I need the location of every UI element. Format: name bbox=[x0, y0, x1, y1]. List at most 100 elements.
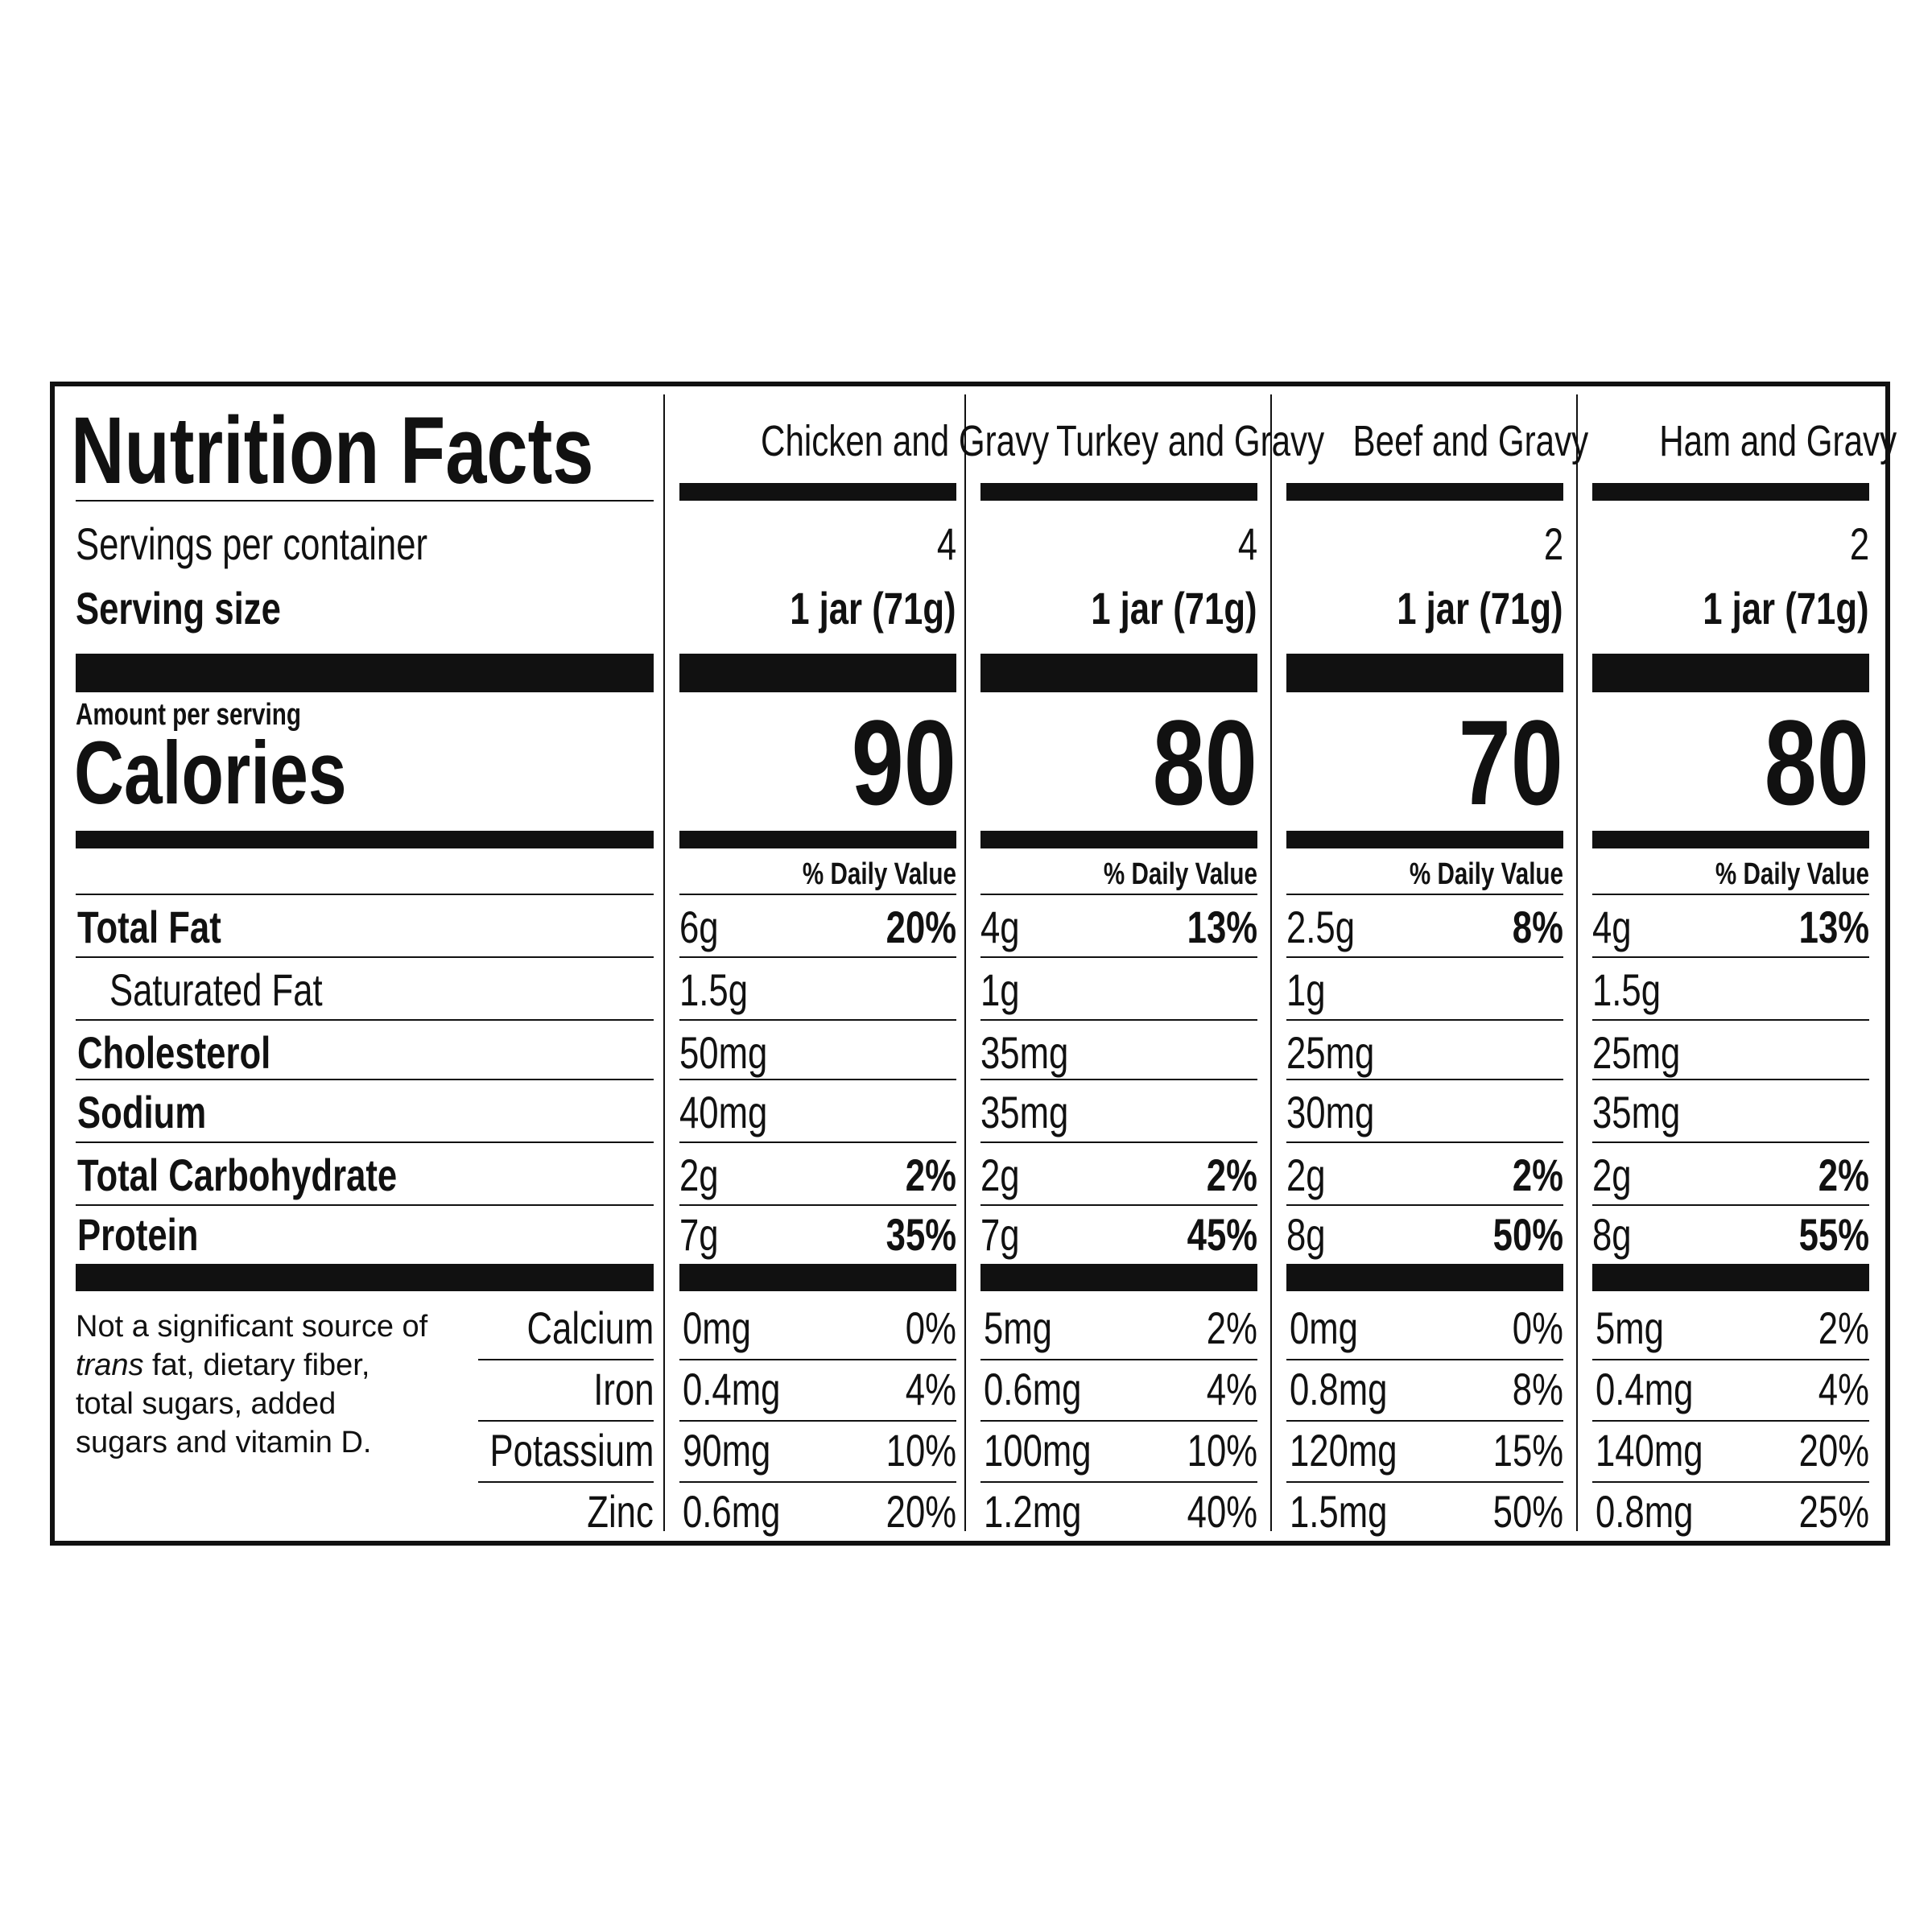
protein-daily-value: 50% bbox=[1492, 1209, 1563, 1260]
divider bbox=[1286, 894, 1563, 895]
serving-size-value: 1 jar (71g) bbox=[790, 583, 956, 634]
thick-bar bbox=[76, 654, 654, 692]
zinc-label: Zinc bbox=[587, 1486, 654, 1537]
total-carbohydrate-daily-value: 2% bbox=[1818, 1150, 1869, 1200]
calcium-daily-value: 0% bbox=[1512, 1302, 1563, 1353]
cholesterol-amount: 25mg bbox=[1286, 1027, 1375, 1078]
zinc-amount: 1.5mg bbox=[1290, 1486, 1388, 1537]
potassium-amount: 140mg bbox=[1596, 1425, 1703, 1476]
divider bbox=[76, 1204, 654, 1206]
divider bbox=[76, 1079, 654, 1080]
iron-amount: 0.4mg bbox=[1596, 1364, 1694, 1414]
sodium-label: Sodium bbox=[77, 1087, 207, 1137]
serving-size-value: 1 jar (71g) bbox=[1091, 583, 1257, 634]
thick-bar bbox=[76, 1264, 654, 1291]
saturated-fat-amount: 1.5g bbox=[679, 964, 749, 1015]
column-separator bbox=[1270, 394, 1272, 1531]
calcium-daily-value: 2% bbox=[1206, 1302, 1257, 1353]
potassium-daily-value: 20% bbox=[1798, 1425, 1869, 1476]
iron-label: Iron bbox=[592, 1364, 654, 1414]
column-separator bbox=[663, 394, 665, 1531]
divider bbox=[1286, 1019, 1563, 1021]
divider bbox=[1286, 1204, 1563, 1206]
total-fat-daily-value: 13% bbox=[1798, 902, 1869, 952]
divider bbox=[1592, 1481, 1869, 1483]
divider bbox=[679, 1019, 956, 1021]
divider bbox=[1592, 956, 1869, 958]
zinc-daily-value: 25% bbox=[1798, 1486, 1869, 1537]
serving-size-value: 1 jar (71g) bbox=[1703, 583, 1869, 634]
cholesterol-amount: 50mg bbox=[679, 1027, 768, 1078]
calcium-amount: 0mg bbox=[683, 1302, 751, 1353]
thick-bar bbox=[980, 654, 1257, 692]
calories-value: 90 bbox=[851, 695, 956, 830]
total-fat-label: Total Fat bbox=[77, 902, 221, 952]
divider bbox=[1286, 1420, 1563, 1422]
product-name: Beef and Gravy bbox=[1352, 417, 1589, 465]
iron-daily-value: 4% bbox=[1818, 1364, 1869, 1414]
total-fat-daily-value: 13% bbox=[1187, 902, 1257, 952]
divider bbox=[980, 1420, 1257, 1422]
divider bbox=[1286, 1481, 1563, 1483]
daily-value-header: % Daily Value bbox=[802, 857, 956, 891]
calories-value: 80 bbox=[1152, 695, 1257, 830]
saturated-fat-amount: 1g bbox=[1286, 964, 1326, 1015]
footnote-trans: trans bbox=[76, 1348, 144, 1382]
thick-bar bbox=[679, 654, 956, 692]
servings-label: Servings per container bbox=[76, 518, 428, 569]
total-carbohydrate-daily-value: 2% bbox=[1206, 1150, 1257, 1200]
total-carbohydrate-amount: 2g bbox=[1592, 1150, 1632, 1200]
column-separator bbox=[964, 394, 966, 1531]
divider bbox=[980, 1019, 1257, 1021]
total-fat-amount: 2.5g bbox=[1286, 902, 1356, 952]
thick-bar bbox=[980, 1264, 1257, 1291]
zinc-daily-value: 20% bbox=[886, 1486, 956, 1537]
divider bbox=[679, 1204, 956, 1206]
divider bbox=[478, 1359, 654, 1360]
iron-amount: 0.8mg bbox=[1290, 1364, 1388, 1414]
divider bbox=[980, 956, 1257, 958]
total-carbohydrate-daily-value: 2% bbox=[1512, 1150, 1563, 1200]
iron-amount: 0.4mg bbox=[683, 1364, 781, 1414]
footnote-line1: Not a significant source of bbox=[76, 1310, 428, 1344]
sodium-amount: 40mg bbox=[679, 1087, 768, 1137]
divider bbox=[76, 894, 654, 895]
divider bbox=[76, 1019, 654, 1021]
zinc-daily-value: 40% bbox=[1187, 1486, 1257, 1537]
divider bbox=[679, 1420, 956, 1422]
total-fat-daily-value: 20% bbox=[886, 902, 956, 952]
medium-bar bbox=[76, 831, 654, 848]
cholesterol-amount: 25mg bbox=[1592, 1027, 1681, 1078]
medium-bar bbox=[1286, 831, 1563, 848]
thick-bar bbox=[1286, 654, 1563, 692]
calcium-amount: 5mg bbox=[1596, 1302, 1664, 1353]
saturated-fat-label: Saturated Fat bbox=[109, 964, 323, 1015]
zinc-amount: 0.8mg bbox=[1596, 1486, 1694, 1537]
iron-amount: 0.6mg bbox=[984, 1364, 1082, 1414]
sodium-amount: 30mg bbox=[1286, 1087, 1375, 1137]
medium-bar bbox=[679, 483, 956, 501]
divider bbox=[679, 1359, 956, 1360]
protein-amount: 7g bbox=[679, 1209, 719, 1260]
product-name: Chicken and Gravy bbox=[761, 417, 1050, 465]
divider bbox=[1592, 1141, 1869, 1143]
protein-daily-value: 55% bbox=[1798, 1209, 1869, 1260]
protein-daily-value: 45% bbox=[1187, 1209, 1257, 1260]
footnote: Not a significant source of trans fat, d… bbox=[76, 1307, 430, 1462]
potassium-amount: 90mg bbox=[683, 1425, 771, 1476]
divider bbox=[980, 1359, 1257, 1360]
total-fat-amount: 6g bbox=[679, 902, 719, 952]
divider bbox=[1592, 1079, 1869, 1080]
panel-title: Nutrition Facts bbox=[71, 398, 594, 504]
protein-label: Protein bbox=[77, 1209, 199, 1260]
divider bbox=[980, 894, 1257, 895]
calcium-amount: 0mg bbox=[1290, 1302, 1358, 1353]
divider bbox=[1592, 1204, 1869, 1206]
divider bbox=[1592, 894, 1869, 895]
zinc-amount: 0.6mg bbox=[683, 1486, 781, 1537]
divider bbox=[478, 1420, 654, 1422]
zinc-daily-value: 50% bbox=[1492, 1486, 1563, 1537]
iron-daily-value: 4% bbox=[1206, 1364, 1257, 1414]
calcium-amount: 5mg bbox=[984, 1302, 1052, 1353]
total-carbohydrate-label: Total Carbohydrate bbox=[77, 1150, 398, 1200]
